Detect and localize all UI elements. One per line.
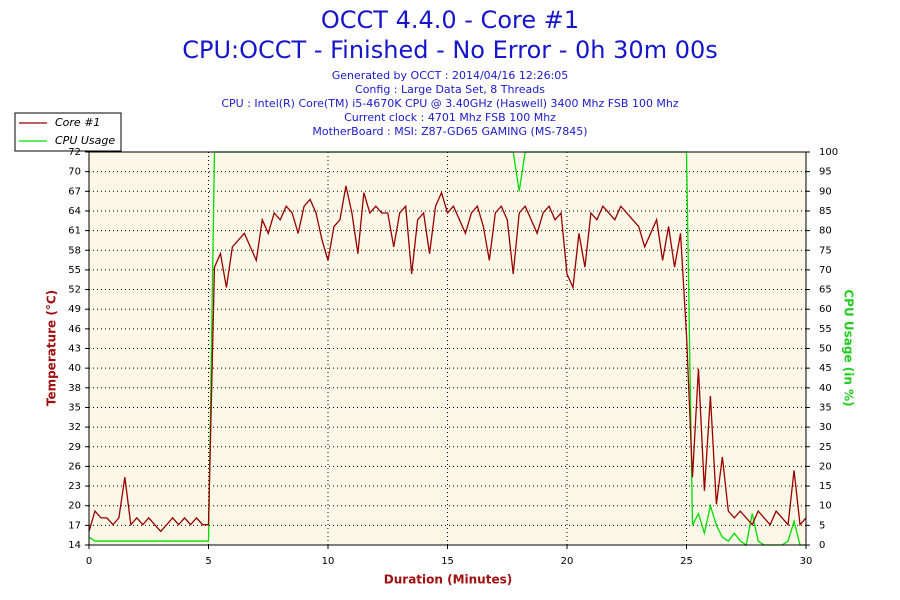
legend-label: CPU Usage <box>55 134 115 147</box>
y-tick-label: 43 <box>68 344 81 355</box>
x-tick-label: 20 <box>561 556 574 567</box>
y-tick-label: 38 <box>68 383 81 394</box>
y-tick-label: 17 <box>68 520 81 531</box>
y-tick-label: 49 <box>68 304 81 315</box>
y2-tick-label: 45 <box>819 363 832 374</box>
y2-tick-label: 10 <box>819 501 832 512</box>
y2-tick-label: 15 <box>819 481 832 492</box>
y2-tick-label: 0 <box>819 540 825 551</box>
info-line: Current clock : 4701 Mhz FSB 100 Mhz <box>344 111 556 124</box>
series-line <box>88 185 807 533</box>
info-line: CPU : Intel(R) Core(TM) i5-4670K CPU @ 3… <box>221 97 679 110</box>
y2-tick-label: 35 <box>819 402 832 413</box>
info-line: Generated by OCCT : 2014/04/16 12:26:05 <box>332 69 569 82</box>
y2-axis-label: CPU Usage (in %) <box>842 289 856 406</box>
y-tick-label: 29 <box>68 442 81 453</box>
chart-subtitle: CPU:OCCT - Finished - No Error - 0h 30m … <box>182 36 718 64</box>
y-tick-label: 72 <box>68 147 81 158</box>
x-tick-label: 0 <box>86 556 92 567</box>
y-tick-label: 61 <box>68 226 81 237</box>
y-tick-label: 40 <box>68 363 81 374</box>
y2-tick-label: 5 <box>819 520 825 531</box>
y-tick-label: 67 <box>68 186 81 197</box>
x-tick-label: 5 <box>205 556 211 567</box>
y2-tick-label: 55 <box>819 324 832 335</box>
y2-tick-label: 60 <box>819 304 832 315</box>
info-line: Config : Large Data Set, 8 Threads <box>355 83 545 96</box>
y2-tick-label: 100 <box>819 147 838 158</box>
y2-tick-label: 80 <box>819 226 832 237</box>
y-tick-label: 55 <box>68 265 81 276</box>
x-tick-label: 25 <box>680 556 693 567</box>
x-tick-label: 15 <box>441 556 454 567</box>
y-tick-label: 35 <box>68 402 81 413</box>
y2-tick-label: 85 <box>819 206 832 217</box>
y2-tick-label: 65 <box>819 285 832 296</box>
info-line: MotherBoard : MSI: Z87-GD65 GAMING (MS-7… <box>312 125 587 138</box>
y-tick-label: 52 <box>68 285 81 296</box>
x-axis-label: Duration (Minutes) <box>384 573 512 587</box>
y2-tick-label: 90 <box>819 186 832 197</box>
y2-tick-label: 25 <box>819 442 832 453</box>
y2-tick-label: 50 <box>819 344 832 355</box>
y-tick-label: 46 <box>68 324 81 335</box>
legend-label: Core #1 <box>55 116 100 129</box>
y-tick-label: 64 <box>68 206 81 217</box>
y-tick-label: 20 <box>68 501 81 512</box>
y2-tick-label: 75 <box>819 245 832 256</box>
chart-title: OCCT 4.4.0 - Core #1 <box>321 6 579 34</box>
y2-tick-label: 95 <box>819 167 832 178</box>
y2-tick-label: 20 <box>819 461 832 472</box>
y2-tick-label: 40 <box>819 383 832 394</box>
y2-tick-label: 30 <box>819 422 832 433</box>
legend-box <box>14 112 122 152</box>
y-tick-label: 26 <box>68 461 81 472</box>
plot-border <box>88 151 807 546</box>
y2-tick-label: 70 <box>819 265 832 276</box>
x-tick-label: 30 <box>800 556 813 567</box>
x-tick-label: 10 <box>322 556 335 567</box>
y-tick-label: 58 <box>68 245 81 256</box>
y-tick-label: 32 <box>68 422 81 433</box>
y-tick-label: 23 <box>68 481 81 492</box>
y-axis-label: Temperature (°C) <box>45 290 59 406</box>
y-tick-label: 14 <box>68 540 81 551</box>
y-tick-label: 70 <box>68 167 81 178</box>
